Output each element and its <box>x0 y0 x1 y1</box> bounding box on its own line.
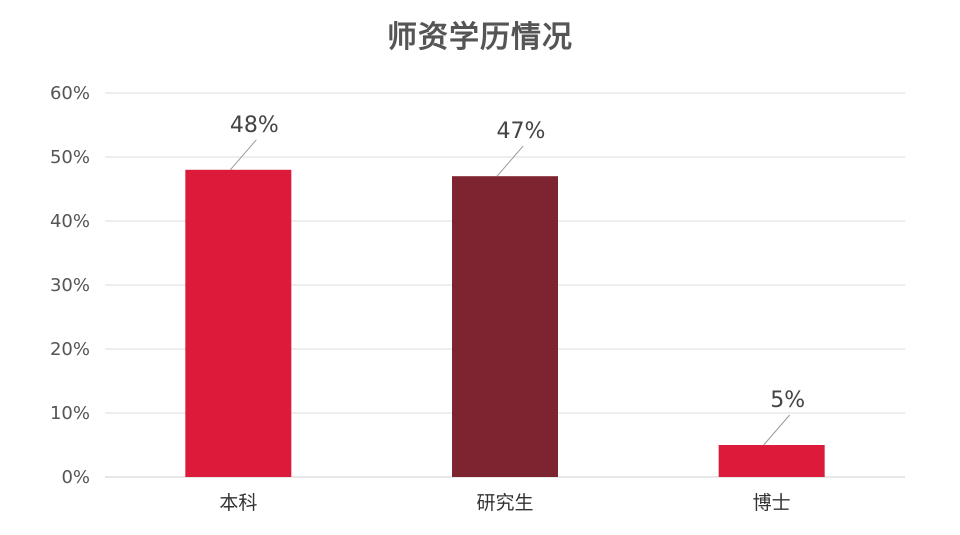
y-tick-label: 50% <box>50 147 90 168</box>
bar <box>718 445 825 477</box>
data-label: 5% <box>770 388 805 413</box>
y-tick-label: 20% <box>50 339 90 360</box>
y-tick-label: 30% <box>50 275 90 296</box>
y-tick-label: 40% <box>50 211 90 232</box>
data-label-leader <box>496 145 524 177</box>
x-tick-label: 博士 <box>753 492 791 514</box>
y-tick-label: 10% <box>50 403 90 424</box>
data-label: 48% <box>230 113 279 138</box>
y-tick-label: 60% <box>50 83 90 104</box>
y-tick-label: 0% <box>61 467 90 488</box>
data-label: 47% <box>497 119 546 144</box>
x-tick-label: 研究生 <box>476 492 533 514</box>
x-tick-label: 本科 <box>219 492 257 514</box>
bar <box>452 176 558 477</box>
data-label-leader <box>763 414 791 446</box>
data-label-leader <box>229 139 257 171</box>
bar <box>185 169 292 478</box>
chart-title: 师资学历情况 <box>387 20 573 55</box>
